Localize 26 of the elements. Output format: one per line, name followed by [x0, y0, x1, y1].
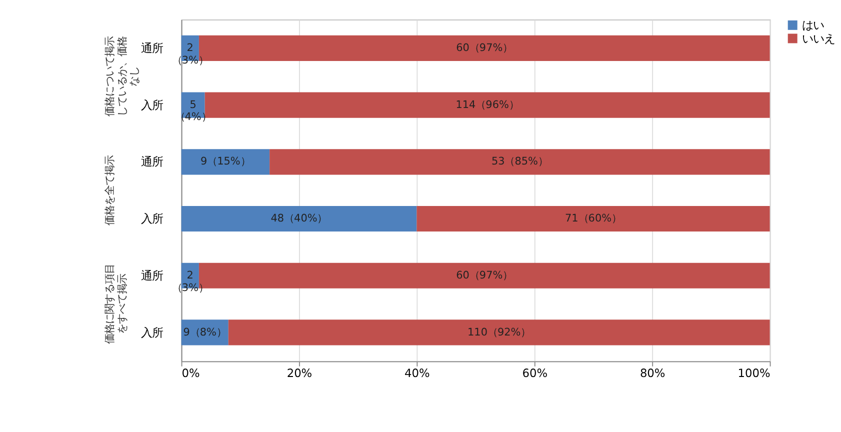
text: 価格について掲示しているか、価格なし [104, 36, 141, 116]
data-label: 53（85%） [491, 156, 548, 168]
y-tick-label: 入所 [140, 98, 163, 112]
data-label: 9（15%） [200, 156, 250, 168]
text: 価格に関する項目をすべて掲示 [104, 264, 128, 344]
y-tick-label: 通所 [140, 40, 163, 55]
data-label: 48（40%） [270, 212, 328, 225]
text: 価格を全て掲示 [104, 155, 116, 226]
data-label: 114（96%） [456, 98, 519, 111]
y-tick-label: 入所 [140, 212, 163, 226]
data-label: 110（92%） [468, 326, 531, 338]
data-label: 60（97%） [456, 42, 513, 54]
x-tick-label: 100% [738, 366, 770, 380]
legend-label: いいえ [802, 31, 836, 46]
data-label: 9（8%） [183, 326, 226, 338]
x-tick-label: 60% [522, 366, 548, 380]
data-label: 71（60%） [565, 212, 622, 225]
y-tick-label: 通所 [140, 154, 163, 169]
x-tick-label: 20% [286, 366, 312, 380]
data-label: 60（97%） [456, 269, 513, 282]
x-tick-label: 80% [640, 366, 666, 380]
y-tick-label: 通所 [140, 268, 163, 282]
y-tick-label: 入所 [140, 325, 163, 340]
legend-label: はい [802, 18, 824, 32]
x-tick-label: 40% [404, 366, 430, 380]
x-tick-label: 0% [182, 366, 200, 380]
